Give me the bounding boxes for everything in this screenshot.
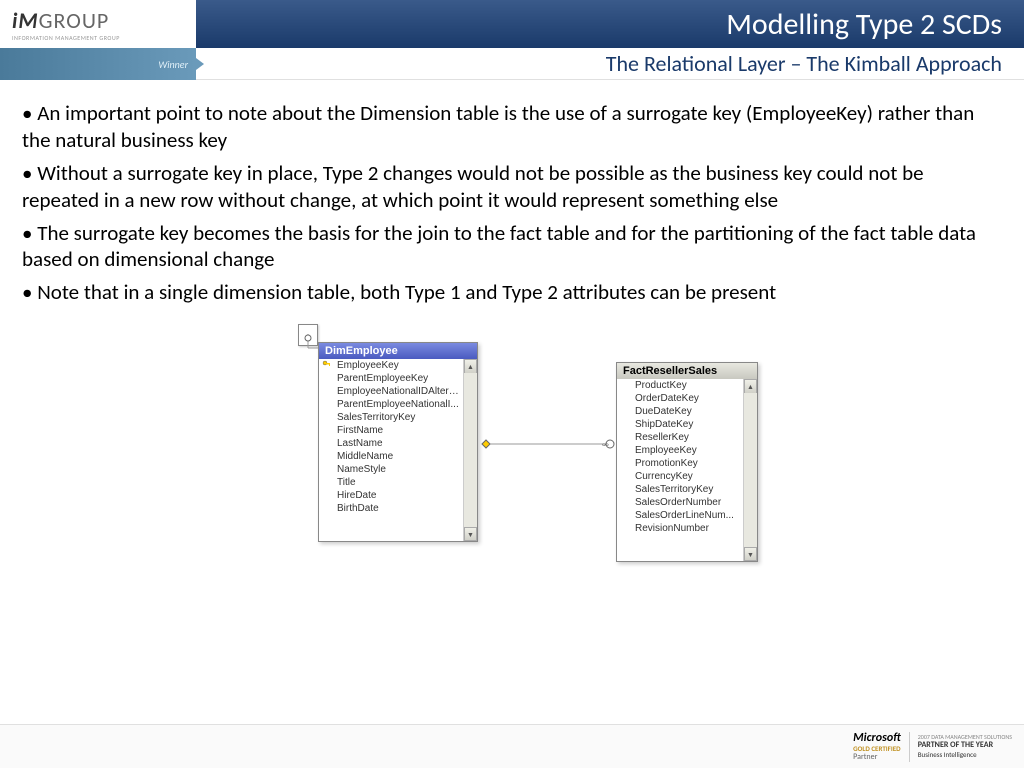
award-text: Winner — [158, 58, 188, 71]
subtitle-area: The Relational Layer – The Kimball Appro… — [196, 48, 1024, 79]
table-column: Title — [319, 476, 465, 489]
table-column: SalesTerritoryKey — [617, 483, 745, 496]
key-icon — [322, 360, 332, 370]
table-column: SalesTerritoryKey — [319, 411, 465, 424]
table-column: RevisionNumber — [617, 522, 745, 535]
ms-partner-text: Partner — [853, 753, 901, 762]
table-column: MiddleName — [319, 450, 465, 463]
table-column: EmployeeKey — [617, 444, 745, 457]
logo: iMGROUP INFORMATION MANAGEMENT GROUP — [12, 7, 120, 42]
subheader: Winner The Relational Layer – The Kimbal… — [0, 48, 1024, 80]
award-badge: Winner — [0, 48, 196, 80]
table-column: LastName — [319, 437, 465, 450]
er-diagram: DimEmployee EmployeeKeyParentEmployeeKey… — [22, 324, 1002, 594]
table-column: BirthDate — [319, 502, 465, 515]
scroll-up-icon[interactable]: ▲ — [464, 359, 477, 373]
scroll-up-icon[interactable]: ▲ — [744, 379, 757, 393]
award-line3: Business Intelligence — [918, 751, 1012, 759]
table-column: ResellerKey — [617, 431, 745, 444]
logo-subtitle: INFORMATION MANAGEMENT GROUP — [12, 34, 120, 42]
title-bar: Modelling Type 2 SCDs — [196, 0, 1024, 48]
logo-im: iM — [12, 7, 39, 34]
table-column: FirstName — [319, 424, 465, 437]
bullet-4: Note that in a single dimension table, b… — [22, 279, 1002, 306]
slide-title: Modelling Type 2 SCDs — [726, 6, 1002, 43]
svg-text:∞: ∞ — [602, 440, 609, 450]
connector-main: ∞ — [478, 434, 618, 454]
scrollbar-fact[interactable]: ▲ ▼ — [743, 379, 757, 561]
scroll-down-icon[interactable]: ▼ — [464, 527, 477, 541]
table-column: SalesOrderLineNum... — [617, 509, 745, 522]
logo-area: iMGROUP INFORMATION MANAGEMENT GROUP — [0, 0, 196, 48]
table-column: DueDateKey — [617, 405, 745, 418]
table-column: EmployeeNationalIDAltern... — [319, 385, 465, 398]
table-column: CurrencyKey — [617, 470, 745, 483]
logo-group: GROUP — [39, 7, 110, 34]
header: iMGROUP INFORMATION MANAGEMENT GROUP Mod… — [0, 0, 1024, 48]
footer-award-badge: 2007 DATA MANAGEMENT SOLUTIONS PARTNER O… — [918, 734, 1012, 758]
table-column: HireDate — [319, 489, 465, 502]
footer: Microsoft GOLD CERTIFIED Partner 2007 DA… — [0, 724, 1024, 768]
table-column: ParentEmployeeKey — [319, 372, 465, 385]
table-column: SalesOrderNumber — [617, 496, 745, 509]
table-dim-employee: DimEmployee EmployeeKeyParentEmployeeKey… — [318, 342, 478, 542]
scrollbar-dim[interactable]: ▲ ▼ — [463, 359, 477, 541]
bullet-1: An important point to note about the Dim… — [22, 100, 1002, 154]
table-column: PromotionKey — [617, 457, 745, 470]
table-column: OrderDateKey — [617, 392, 745, 405]
table-column: ParentEmployeeNationalI... — [319, 398, 465, 411]
bullet-3: The surrogate key becomes the basis for … — [22, 220, 1002, 274]
table-body-dim: EmployeeKeyParentEmployeeKeyEmployeeNati… — [319, 359, 477, 541]
bullet-2: Without a surrogate key in place, Type 2… — [22, 160, 1002, 214]
table-header-dim: DimEmployee — [319, 343, 477, 359]
table-header-fact: FactResellerSales — [617, 363, 757, 379]
content-area: An important point to note about the Dim… — [0, 80, 1024, 594]
footer-divider — [909, 732, 910, 762]
ms-logo-text: Microsoft — [853, 732, 901, 745]
table-column: EmployeeKey — [319, 359, 465, 372]
slide-subtitle: The Relational Layer – The Kimball Appro… — [606, 50, 1002, 77]
table-column: NameStyle — [319, 463, 465, 476]
table-column: ShipDateKey — [617, 418, 745, 431]
table-column: ProductKey — [617, 379, 745, 392]
table-body-fact: ProductKeyOrderDateKeyDueDateKeyShipDate… — [617, 379, 757, 561]
table-fact-reseller: FactResellerSales ProductKeyOrderDateKey… — [616, 362, 758, 562]
scroll-down-icon[interactable]: ▼ — [744, 547, 757, 561]
footer-ms-badge: Microsoft GOLD CERTIFIED Partner — [853, 732, 901, 762]
